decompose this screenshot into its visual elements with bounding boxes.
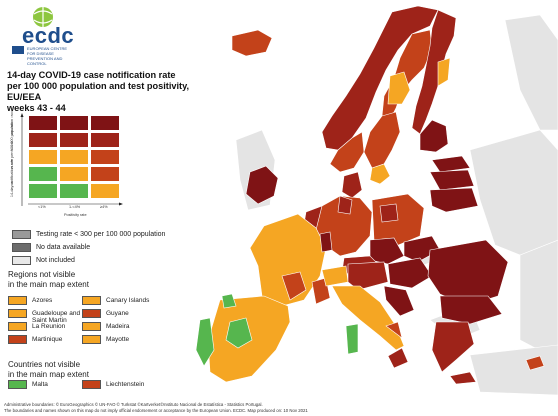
matrix-y-tick: 75-<200 (10, 140, 14, 152)
region-ireland (245, 165, 279, 205)
logo-wordmark: ecdc (22, 23, 75, 48)
region-iberia (195, 293, 291, 383)
matrix-cell (90, 166, 120, 182)
title-line-3: weeks 43 - 44 (7, 103, 66, 113)
matrix-x-tick: 1-<4% (69, 205, 81, 209)
region-denmark (341, 171, 363, 199)
legend-swatch (12, 243, 31, 252)
legend-label: Not included (36, 257, 75, 264)
regions-title-line-2: in the main map extent (8, 279, 89, 289)
regions-title: Regions not visible in the main map exte… (8, 270, 89, 289)
matrix-cell (28, 115, 58, 131)
ecdc-logo: ecdc EUROPEAN CENTRE FOR DISEASE PREVENT… (12, 6, 75, 66)
matrix-cell (59, 166, 89, 182)
matrix-cell (59, 183, 89, 199)
legend-swatch (8, 309, 27, 318)
map-title: 14-day COVID-19 case notification rate p… (7, 70, 217, 114)
legend-label: No data available (36, 244, 91, 251)
matrix-x-tick: <1% (38, 205, 46, 209)
legend-label: Azores (32, 297, 53, 304)
legend-label: Martinique (32, 336, 63, 343)
arrow-right-icon (28, 202, 123, 206)
region-southeast-europe (383, 239, 509, 385)
region-baltics (429, 155, 479, 213)
matrix-cell (59, 149, 89, 165)
legend-swatch (8, 296, 27, 305)
legend-swatch (8, 380, 27, 389)
legend-swatch (82, 322, 101, 331)
legend-label: Guyane (106, 310, 129, 317)
legend-swatch (82, 309, 101, 318)
legend-swatch (8, 335, 27, 344)
legend-swatch (82, 335, 101, 344)
legend-label: Malta (32, 381, 48, 388)
matrix-cell (28, 183, 58, 199)
legend-label: Madeira (106, 323, 130, 330)
legend-swatch (82, 296, 101, 305)
matrix-cell (90, 149, 120, 165)
region-france (249, 213, 333, 307)
title-line-1: 14-day COVID-19 case notification rate (7, 70, 176, 80)
legend-label: Guadeloupe and Saint Martin (32, 310, 81, 324)
legend-label: Canary Islands (106, 297, 150, 304)
matrix-y-tick: >500 (10, 111, 14, 118)
region-iceland (231, 29, 273, 57)
legend-swatch (82, 380, 101, 389)
legend-swatch (12, 230, 31, 239)
matrix-cell (90, 183, 120, 199)
legend-label: La Reunion (32, 323, 66, 330)
matrix-cell (90, 115, 120, 131)
matrix-y-tick: 200-<500 (10, 122, 14, 135)
matrix-y-tick: 25-<75 (10, 159, 14, 169)
region-alps-italy (321, 261, 409, 369)
globe-icon (33, 7, 53, 27)
matrix-cell (28, 132, 58, 148)
logo-subtitle: EUROPEAN CENTRE FOR DISEASE PREVENTION A… (27, 46, 68, 66)
matrix-x-axis-label: Positivity rate (64, 213, 87, 217)
region-cyprus (525, 355, 545, 371)
matrix-cell (28, 149, 58, 165)
footer-line-2: The boundaries and names shown on this m… (4, 408, 308, 413)
arrow-up-icon (20, 113, 24, 206)
legend-matrix (28, 115, 121, 200)
matrix-y-axis: 14-day notification rate per 100 000 pop… (10, 112, 24, 208)
region-norway (321, 5, 439, 173)
regions-title-line-1: Regions not visible (8, 270, 76, 279)
matrix-x-tick: ≥4% (100, 205, 108, 209)
eu-flag-icon (12, 46, 24, 54)
title-line-2: per 100 000 population and test positivi… (7, 81, 190, 102)
legend-swatch (8, 322, 27, 331)
matrix-x-axis (28, 201, 124, 207)
legend-label: Testing rate < 300 per 100 000 populatio… (36, 231, 166, 238)
countries-title-line-2: in the main map extent (8, 369, 89, 379)
legend-label: Liechtenstein (106, 381, 145, 388)
region-finland (411, 9, 457, 153)
matrix-cell (59, 132, 89, 148)
legend-label: Mayotte (106, 336, 130, 343)
legend-swatch (12, 256, 31, 265)
footer-line-1: Administrative boundaries: © EuroGeograp… (4, 402, 263, 407)
matrix-cell (59, 115, 89, 131)
matrix-cell (90, 132, 120, 148)
countries-title-line-1: Countries not visible (8, 360, 81, 369)
matrix-cell (28, 166, 58, 182)
matrix-y-tick: <25 (10, 180, 14, 186)
countries-title: Countries not visible in the main map ex… (8, 360, 89, 379)
